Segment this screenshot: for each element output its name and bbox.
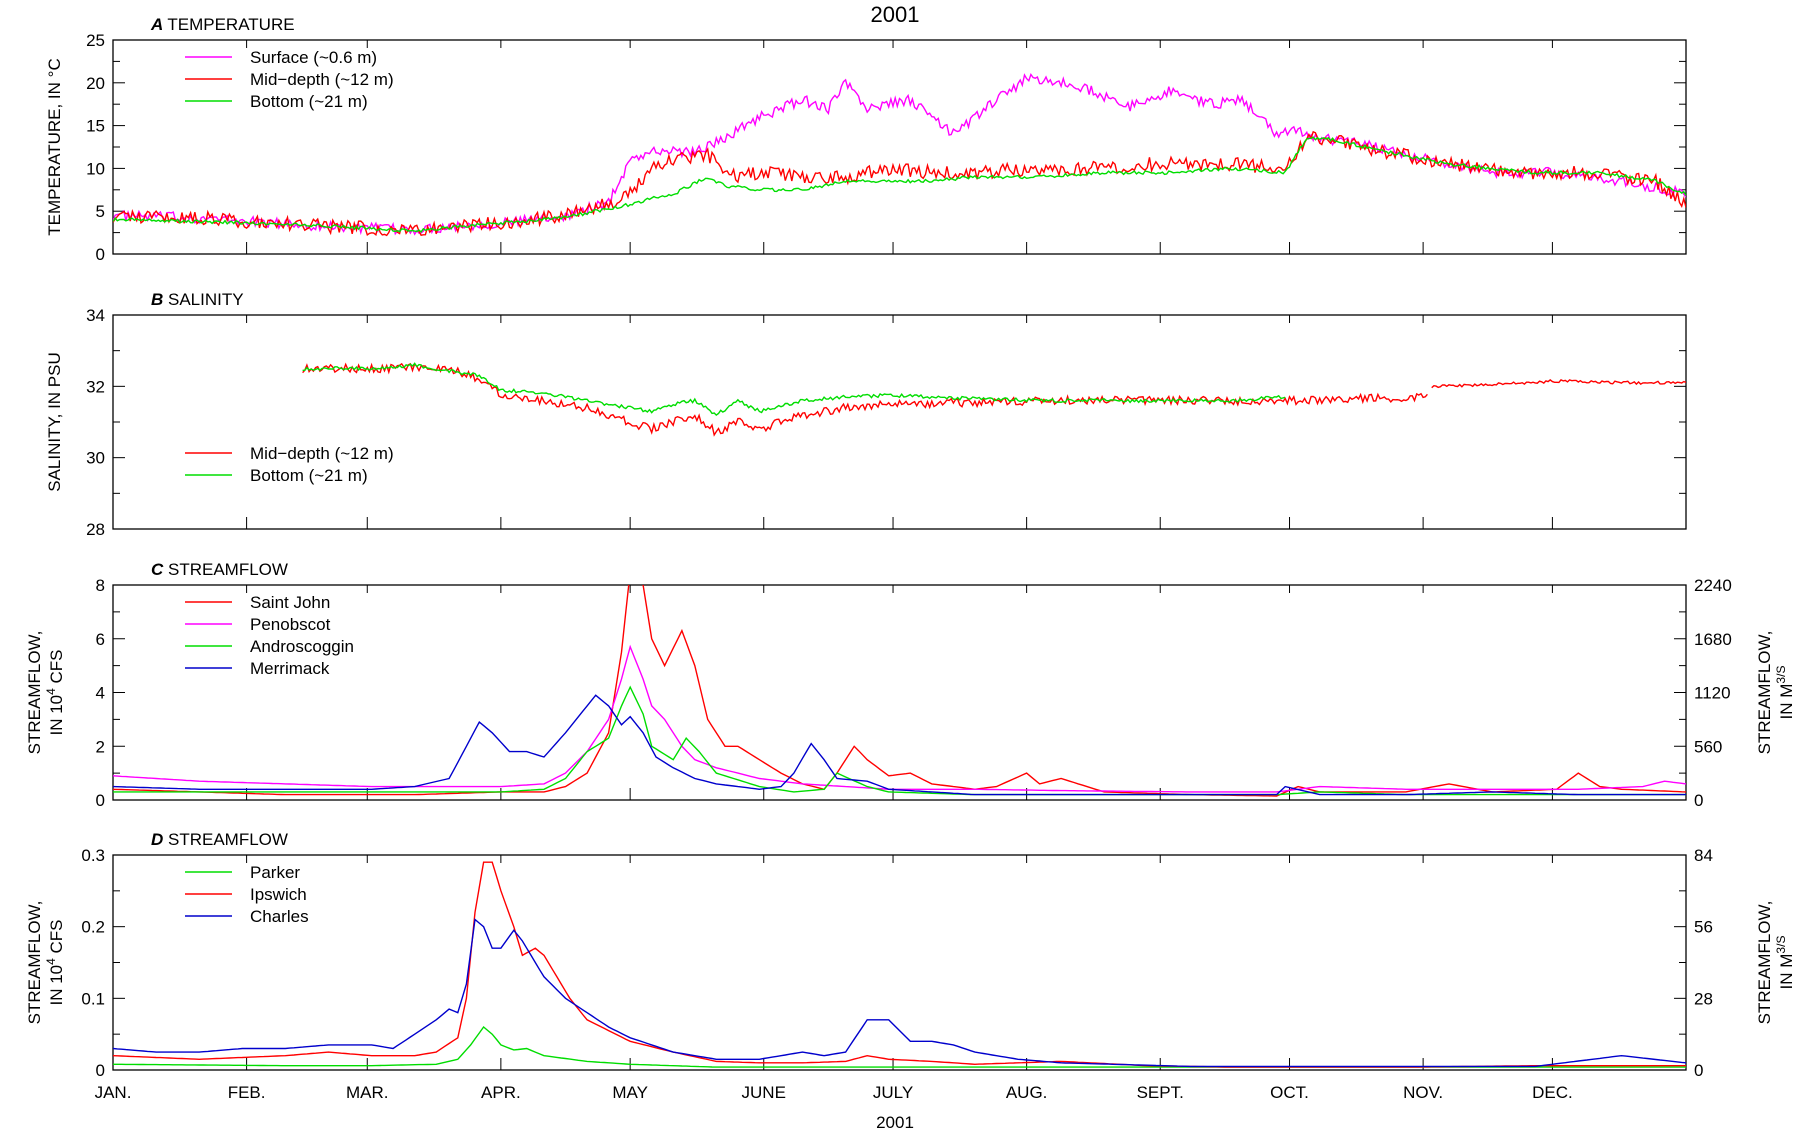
y-tick-label-right: 0 bbox=[1694, 791, 1703, 810]
series-line bbox=[113, 130, 1686, 237]
series-line bbox=[113, 585, 1686, 797]
series-line bbox=[113, 685, 1686, 796]
x-month-label: NOV. bbox=[1403, 1083, 1443, 1102]
y-tick-label: 34 bbox=[86, 306, 105, 325]
y-tick-label-right: 0 bbox=[1694, 1061, 1703, 1080]
y-tick-label: 0.2 bbox=[81, 918, 105, 937]
panel-d: D STREAMFLOW 0 0 0.1 28 0.2 56 0.3 84 STREAMFLOW,… bbox=[25, 830, 1796, 1080]
y-tick-label: 5 bbox=[96, 202, 105, 221]
panel-letter: A bbox=[150, 15, 167, 34]
series-line bbox=[113, 918, 1686, 1068]
x-month-label: FEB. bbox=[228, 1083, 266, 1102]
series-line bbox=[302, 362, 1286, 417]
panel-frame bbox=[112, 314, 1687, 530]
panel-heading: D STREAMFLOW bbox=[151, 830, 288, 849]
legend-label: Bottom (~21 m) bbox=[250, 466, 368, 485]
x-month-label: APR. bbox=[481, 1083, 521, 1102]
y-tick-label-right: 2240 bbox=[1694, 576, 1732, 595]
y-tick-label-right: 56 bbox=[1694, 918, 1713, 937]
series-line bbox=[113, 1025, 1686, 1068]
panel-heading: B SALINITY bbox=[151, 290, 244, 309]
panel-b: B SALINITY 28 30 32 34 SALINITY, IN PSU Mid−de… bbox=[45, 290, 1687, 539]
panel-heading: C STREAMFLOW bbox=[151, 560, 288, 579]
panel-title: STREAMFLOW bbox=[168, 560, 288, 579]
x-month-label: JUNE bbox=[742, 1083, 786, 1102]
legend-label: Bottom (~21 m) bbox=[250, 92, 368, 111]
series-line bbox=[113, 861, 1686, 1068]
y-tick-label: 15 bbox=[86, 117, 105, 136]
y-axis-label-right: STREAMFLOW, bbox=[1755, 901, 1774, 1025]
y-axis-label-right: IN M3/S bbox=[1774, 936, 1796, 990]
series-line bbox=[1431, 379, 1686, 389]
y-axis-label-right: STREAMFLOW, bbox=[1755, 631, 1774, 755]
y-axis-label-right: IN M3/S bbox=[1774, 666, 1796, 720]
y-axis-label: STREAMFLOW, bbox=[25, 901, 44, 1025]
y-axis-label: STREAMFLOW, bbox=[25, 631, 44, 755]
y-axis-label: IN 104 CFS bbox=[44, 919, 66, 1005]
panel-title: STREAMFLOW bbox=[168, 830, 288, 849]
legend-label: Penobscot bbox=[250, 615, 331, 634]
y-tick-label: 20 bbox=[86, 74, 105, 93]
y-tick-label-right: 28 bbox=[1694, 989, 1713, 1008]
y-axis-label: TEMPERATURE, IN °C bbox=[45, 58, 64, 235]
x-month-label: JULY bbox=[873, 1083, 913, 1102]
x-month-label: MAY bbox=[612, 1083, 648, 1102]
x-axis-month-labels: JAN. FEB. MAR. APR. MAY JUNE JULY AUG. SEPT. OCT.… bbox=[95, 1083, 1573, 1102]
y-tick-label: 0 bbox=[96, 245, 105, 264]
y-tick-label: 2 bbox=[96, 737, 105, 756]
figure-title: 2001 bbox=[871, 2, 920, 27]
y-tick-label: 8 bbox=[96, 576, 105, 595]
x-month-label: SEPT. bbox=[1137, 1083, 1184, 1102]
panel-letter: C bbox=[151, 560, 168, 579]
y-tick-label-right: 560 bbox=[1694, 737, 1722, 756]
panel-frame bbox=[112, 854, 1687, 1071]
y-tick-label: 6 bbox=[96, 630, 105, 649]
y-tick-label: 30 bbox=[86, 449, 105, 468]
y-tick-label-right: 1680 bbox=[1694, 630, 1732, 649]
series-line bbox=[113, 694, 1686, 796]
series-line bbox=[113, 73, 1686, 236]
y-tick-label: 0 bbox=[96, 1061, 105, 1080]
panel-letter: D bbox=[151, 830, 168, 849]
panel-title: TEMPERATURE bbox=[167, 15, 294, 34]
y-tick-label: 28 bbox=[86, 520, 105, 539]
x-axis-label: 2001 bbox=[876, 1113, 914, 1132]
y-tick-label: 10 bbox=[86, 159, 105, 178]
y-tick-label: 25 bbox=[86, 31, 105, 50]
y-tick-label: 0.3 bbox=[81, 846, 105, 865]
panel-a: A TEMPERATURE 0 5 10 15 20 25 TEMPERATURE, IN °… bbox=[45, 15, 1687, 264]
legend-label: Saint John bbox=[250, 593, 330, 612]
panel-letter: B bbox=[151, 290, 168, 309]
y-axis-label: IN 104 CFS bbox=[44, 649, 66, 735]
x-month-label: DEC. bbox=[1532, 1083, 1573, 1102]
y-tick-label-right: 1120 bbox=[1694, 684, 1731, 703]
y-tick-label: 32 bbox=[86, 377, 105, 396]
y-tick-label-right: 84 bbox=[1694, 846, 1713, 865]
legend-label: Merrimack bbox=[250, 659, 330, 678]
y-tick-label: 0.1 bbox=[81, 989, 105, 1008]
legend-label: Charles bbox=[250, 907, 309, 926]
panel-title: SALINITY bbox=[168, 290, 244, 309]
legend-label: Ipswich bbox=[250, 885, 307, 904]
y-tick-label: 0 bbox=[96, 791, 105, 810]
x-month-label: OCT. bbox=[1270, 1083, 1309, 1102]
y-tick-label: 4 bbox=[96, 684, 105, 703]
x-month-label: AUG. bbox=[1006, 1083, 1048, 1102]
panel-c: C STREAMFLOW 0 0 2 560 4 1120 6 1680 8 2240 STREAMF… bbox=[25, 560, 1796, 810]
x-month-label: MAR. bbox=[346, 1083, 389, 1102]
series-line bbox=[113, 644, 1686, 793]
series-line bbox=[113, 136, 1686, 233]
legend-label: Surface (~0.6 m) bbox=[250, 48, 377, 67]
legend-label: Parker bbox=[250, 863, 300, 882]
legend-label: Mid−depth (~12 m) bbox=[250, 444, 394, 463]
legend-label: Mid−depth (~12 m) bbox=[250, 70, 394, 89]
panel-heading: A TEMPERATURE bbox=[150, 15, 295, 34]
legend-label: Androscoggin bbox=[250, 637, 354, 656]
y-axis-label: SALINITY, IN PSU bbox=[45, 352, 64, 492]
x-month-label: JAN. bbox=[95, 1083, 132, 1102]
panel-frame bbox=[112, 584, 1687, 801]
